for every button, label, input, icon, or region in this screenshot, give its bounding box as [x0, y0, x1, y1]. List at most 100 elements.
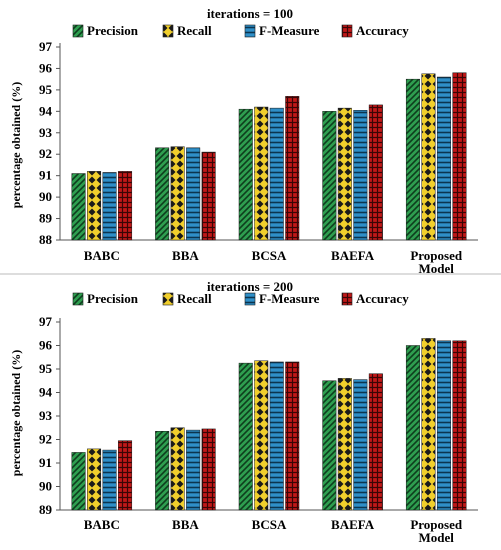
bar-recall [87, 448, 102, 511]
x-category-label: BAEFA [331, 517, 375, 532]
bar-precision [405, 78, 420, 241]
y-tick-label: 93 [39, 408, 53, 423]
bar-f-measure [436, 340, 451, 511]
chart-title: iterations = 100 [207, 6, 293, 21]
bar-f-measure [186, 429, 201, 511]
legend-swatch-precision [72, 24, 84, 38]
bar-precision [322, 380, 337, 511]
bar-f-measure [353, 110, 368, 241]
y-tick-label: 97 [39, 39, 53, 54]
y-tick-label: 96 [39, 338, 53, 353]
x-category-label: BABC [84, 248, 120, 263]
legend-label-precision: Precision [87, 291, 139, 306]
x-category-label: BCSA [252, 248, 287, 263]
bar-precision [405, 345, 420, 511]
y-tick-label: 94 [39, 103, 53, 118]
bar-f-measure [436, 76, 451, 241]
bar-accuracy [201, 151, 216, 241]
bar-accuracy [285, 361, 300, 511]
x-category-label: BCSA [252, 517, 287, 532]
legend-label-precision: Precision [87, 23, 139, 38]
bar-recall [421, 338, 436, 511]
legend: Precision Recall F-Measure Accuracy [72, 291, 409, 306]
bar-accuracy [285, 96, 300, 241]
bar-accuracy [201, 428, 216, 511]
x-category-label: Proposed [410, 248, 463, 263]
legend: Precision Recall F-Measure Accuracy [72, 23, 409, 38]
y-tick-label: 95 [39, 361, 53, 376]
bar-recall [421, 73, 436, 241]
bar-precision [155, 431, 170, 511]
legend-swatch-f-measure [244, 292, 256, 306]
bar-accuracy [368, 104, 383, 241]
bar-precision [71, 452, 86, 511]
legend-swatch-accuracy [341, 24, 353, 38]
y-tick-label: 96 [39, 60, 53, 75]
legend-swatch-recall [162, 292, 174, 306]
y-tick-label: 90 [39, 189, 52, 204]
x-category-label: BABC [84, 517, 120, 532]
bar-recall [170, 427, 185, 511]
y-tick-label: 89 [39, 211, 53, 226]
chart-title: iterations = 200 [207, 279, 293, 294]
legend-swatch-recall [162, 24, 174, 38]
legend-label-recall: Recall [177, 291, 212, 306]
bar-f-measure [186, 147, 201, 241]
bar-precision [155, 147, 170, 241]
bar-f-measure [102, 172, 117, 241]
x-category-label: BBA [172, 517, 199, 532]
bar-precision [71, 173, 86, 241]
y-axis-label: percentage obtained (%) [9, 350, 23, 476]
bar-accuracy [368, 373, 383, 511]
chart-panel-iterations-100: iterations = 100 Precision Recall F-Measur… [9, 6, 478, 276]
bar-accuracy [118, 440, 133, 511]
bar-precision [238, 362, 253, 511]
y-tick-label: 90 [39, 479, 52, 494]
y-tick-label: 92 [39, 432, 52, 447]
bar-recall [337, 107, 352, 241]
bar-recall [254, 360, 269, 511]
chart-panel-iterations-200: iterations = 200 Precision Recall F-Measur… [9, 279, 478, 545]
y-tick-label: 95 [39, 82, 53, 97]
legend-label-accuracy: Accuracy [356, 291, 409, 306]
y-tick-label: 91 [39, 455, 52, 470]
y-tick-label: 88 [39, 232, 53, 247]
bar-f-measure [269, 107, 284, 241]
bar-f-measure [102, 449, 117, 511]
y-tick-label: 97 [39, 314, 53, 329]
legend-label-recall: Recall [177, 23, 212, 38]
legend-swatch-f-measure [244, 24, 256, 38]
x-category-label: Proposed [410, 517, 463, 532]
x-category-label: BBA [172, 248, 199, 263]
y-tick-label: 94 [39, 385, 53, 400]
bar-recall [170, 146, 185, 241]
bar-accuracy [118, 171, 133, 241]
bar-precision [238, 108, 253, 241]
bars [71, 338, 467, 511]
legend-label-f-measure: F-Measure [259, 291, 320, 306]
y-tick-label: 91 [39, 168, 52, 183]
bar-recall [254, 106, 269, 241]
legend-label-f-measure: F-Measure [259, 23, 320, 38]
x-category-label: BAEFA [331, 248, 375, 263]
x-category-label: Model [419, 530, 455, 545]
bar-accuracy [452, 340, 467, 511]
bar-recall [87, 171, 102, 241]
legend-label-accuracy: Accuracy [356, 23, 409, 38]
x-category-label: Model [419, 261, 455, 276]
legend-swatch-accuracy [341, 292, 353, 306]
bar-recall [337, 378, 352, 511]
bar-f-measure [269, 361, 284, 511]
bars [71, 72, 467, 241]
bar-accuracy [452, 72, 467, 241]
y-tick-label: 93 [39, 125, 53, 140]
y-tick-label: 92 [39, 146, 52, 161]
bar-precision [322, 111, 337, 241]
bar-f-measure [353, 379, 368, 511]
legend-swatch-precision [72, 292, 84, 306]
y-tick-label: 89 [39, 502, 53, 517]
y-axis-label: percentage obtained (%) [9, 82, 23, 208]
